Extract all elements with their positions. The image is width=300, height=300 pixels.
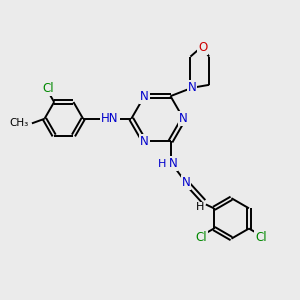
Text: N: N	[140, 135, 149, 148]
Text: N: N	[182, 176, 190, 189]
Text: Cl: Cl	[255, 231, 267, 244]
Text: N: N	[169, 157, 177, 170]
Text: Cl: Cl	[196, 231, 208, 244]
Text: N: N	[179, 112, 188, 125]
Text: H: H	[196, 202, 204, 212]
Text: CH₃: CH₃	[10, 118, 29, 128]
Text: HN: HN	[101, 112, 118, 125]
Text: Cl: Cl	[42, 82, 54, 95]
Text: N: N	[140, 90, 149, 103]
Text: N: N	[188, 81, 196, 94]
Text: O: O	[198, 40, 208, 54]
Text: H: H	[158, 159, 166, 169]
